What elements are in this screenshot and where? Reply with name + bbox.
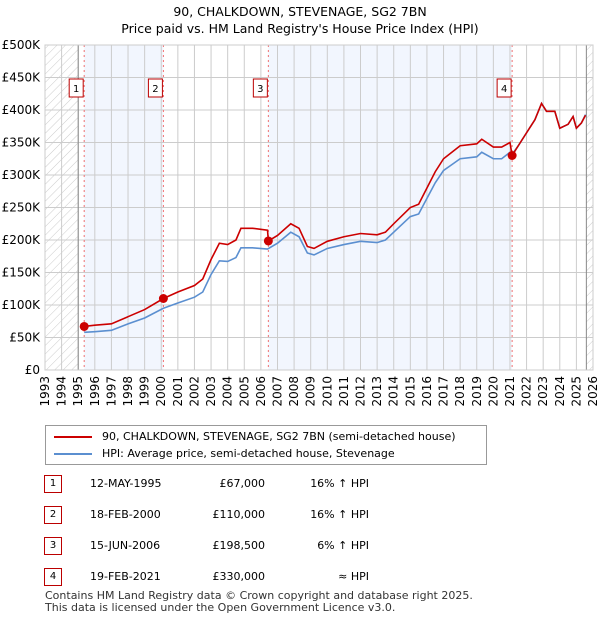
sale-hpi-diff: ≈ HPI: [338, 570, 369, 583]
footer: Contains HM Land Registry data © Crown c…: [45, 590, 473, 614]
x-tick-label: 2018: [453, 376, 467, 407]
x-tick-label: 2009: [304, 376, 318, 407]
x-tick-label: 2011: [337, 376, 351, 407]
x-tick-label: 1997: [104, 376, 118, 407]
y-tick-label: £350K: [2, 136, 42, 150]
legend-label-hpi: HPI: Average price, semi-detached house,…: [102, 447, 395, 460]
x-tick-label: 2023: [536, 376, 550, 407]
sale-label-box: [147, 78, 163, 98]
sale-date: 18-FEB-2000: [90, 508, 161, 521]
x-tick-label: 2019: [470, 376, 484, 407]
sale-date: 15-JUN-2006: [90, 539, 161, 552]
x-tick-label: 2012: [354, 376, 368, 407]
y-tick-label: £50K: [9, 331, 41, 345]
chart-title: 90, CHALKDOWN, STEVENAGE, SG2 7BN: [173, 4, 427, 19]
y-tick-label: £150K: [2, 266, 42, 280]
sale-price: £67,000: [219, 477, 266, 490]
price-chart: £0 £50K £100K £150K £200K £250K £300K £350K £400…: [2, 38, 600, 407]
x-tick-label: 1996: [88, 376, 102, 407]
y-tick-label: £200K: [2, 233, 42, 247]
legend-swatch-price: [54, 436, 92, 438]
sale-hpi-diff: 16% ↑ HPI: [310, 508, 369, 521]
sale-label-box: [496, 78, 512, 98]
y-tick-label: £400K: [2, 103, 42, 117]
y-tick-label: £100K: [2, 298, 42, 312]
sale-date: 12-MAY-1995: [90, 477, 162, 490]
legend-swatch-hpi: [54, 453, 92, 455]
x-tick-label: 2006: [254, 376, 268, 407]
x-tick-label: 2010: [320, 376, 334, 407]
y-tick-label: £500K: [2, 38, 42, 52]
sale-date: 19-FEB-2021: [90, 570, 161, 583]
sale-row: 3 15-JUN-2006 £198,500 6% ↑ HPI: [44, 537, 600, 555]
sale-price: £110,000: [212, 508, 266, 521]
y-tick-label: £450K: [2, 71, 42, 85]
sale-row: 4 19-FEB-2021 £330,000 ≈ HPI: [44, 568, 600, 586]
x-tick-label: 2005: [237, 376, 251, 407]
x-tick-label: 1998: [121, 376, 135, 407]
x-tick-label: 2016: [420, 376, 434, 407]
x-tick-label: 2008: [287, 376, 301, 407]
x-tick-label: 2014: [387, 376, 401, 407]
x-tick-label: 2017: [437, 376, 451, 407]
x-tick-label: 2003: [204, 376, 218, 407]
sale-point: [507, 151, 517, 160]
x-tick-label: 2025: [569, 376, 583, 407]
sale-number: 1: [44, 475, 62, 493]
plot-border: [44, 44, 594, 371]
sale-label: 2: [152, 84, 158, 95]
sale-number: 2: [44, 506, 62, 524]
x-tick-label: 2013: [370, 376, 384, 407]
x-tick-label: 2026: [586, 376, 600, 407]
sale-label: 4: [501, 84, 507, 95]
sale-number: 3: [44, 537, 62, 555]
sale-price: £198,500: [212, 539, 266, 552]
x-tick-label: 2021: [503, 376, 517, 407]
y-tick-label: £250K: [2, 201, 42, 215]
sale-number: 4: [44, 568, 62, 586]
sale-label: 1: [73, 84, 79, 95]
footer-copyright: Contains HM Land Registry data © Crown c…: [45, 589, 473, 602]
x-tick-label: 2020: [486, 376, 500, 407]
sale-hpi-diff: 6% ↑ HPI: [317, 539, 369, 552]
sale-point: [79, 321, 89, 331]
sale-point: [263, 236, 273, 246]
sale-row: 1 12-MAY-1995 £67,000 16% ↑ HPI: [44, 475, 600, 493]
footer-licence: This data is licensed under the Open Gov…: [45, 601, 396, 614]
sale-price: £330,000: [212, 570, 266, 583]
sale-point: [158, 294, 168, 303]
x-tick-label: 1995: [71, 376, 85, 407]
x-tick-label: 1994: [55, 376, 69, 407]
x-tick-label: 1999: [138, 376, 152, 407]
y-tick-label: £0: [25, 363, 40, 377]
sale-label: 3: [257, 84, 263, 95]
x-tick-label: 2002: [187, 376, 201, 407]
x-tick-label: 1993: [38, 376, 52, 407]
x-tick-label: 2024: [553, 376, 567, 407]
x-tick-label: 2000: [154, 376, 168, 407]
x-tick-label: 2015: [403, 376, 417, 407]
chart-subtitle: Price paid vs. HM Land Registry's House …: [121, 21, 479, 36]
x-tick-label: 2001: [171, 376, 185, 407]
legend-label-price: 90, CHALKDOWN, STEVENAGE, SG2 7BN (semi-…: [102, 430, 456, 443]
price-paid-line: [84, 101, 587, 328]
y-tick-label: £300K: [2, 168, 42, 182]
sale-label-box: [252, 78, 268, 98]
legend: 90, CHALKDOWN, STEVENAGE, SG2 7BN (semi-…: [45, 425, 487, 465]
x-tick-label: 2022: [520, 376, 534, 407]
sale-hpi-diff: 16% ↑ HPI: [310, 477, 369, 490]
sale-row: 2 18-FEB-2000 £110,000 16% ↑ HPI: [44, 506, 600, 524]
sale-label-box: [68, 78, 84, 98]
x-tick-label: 2004: [221, 376, 235, 407]
x-tick-label: 2007: [270, 376, 284, 407]
